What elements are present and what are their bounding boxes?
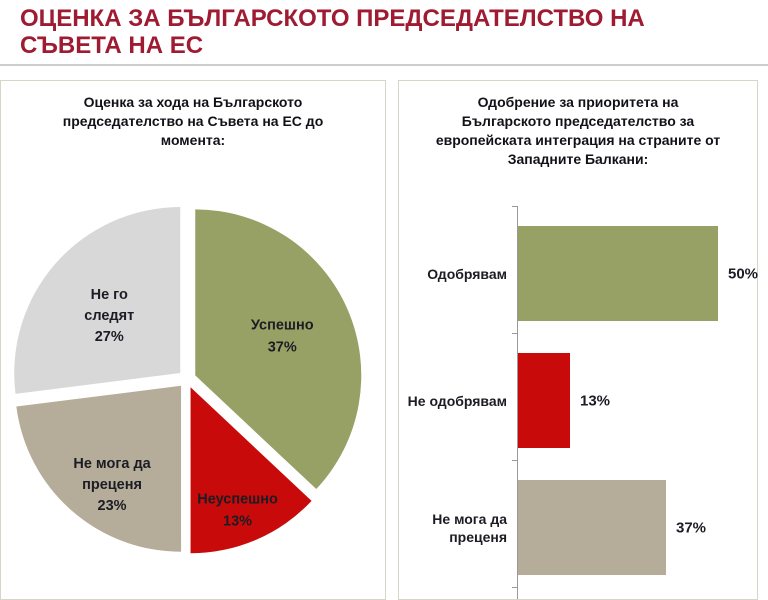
header-divider [0,64,768,66]
bar-2 [518,353,570,448]
pie-slice-label: Неуспешно [197,491,278,507]
pie-slice-label: Не го [91,287,128,303]
page-title-line-1: ОЦЕНКА ЗА БЪЛГАРСКОТО ПРЕДСЕДАТЕЛСТВО НА [20,5,645,32]
bar-chart: Одобрявам 50% Не одобрявам 13% Не мога да пре… [399,81,759,599]
pie-slice-label: преценя [82,477,142,493]
bar-chart-title: Одобрение за приоритета на Българското п… [403,93,753,169]
pie-slice-label: следят [84,308,134,324]
category-label: Не одобрявам [399,392,507,410]
axis-tick [512,460,517,461]
category-label-line: преценя [449,528,507,545]
page-title: ОЦЕНКА ЗА БЪЛГАРСКОТО ПРЕДСЕДАТЕЛСТВО НА… [20,5,760,59]
category-label-line: Одобрявам [427,265,507,282]
bar-panel: Одобрение за приоритета на Българското п… [398,80,758,600]
pie-slice-label: Не мога да [73,456,151,472]
y-axis-line [517,206,518,599]
category-label: Не мога да преценя [399,510,507,546]
pie-slice-1 [195,209,362,490]
page-title-line-2: СЪВЕТА НА ЕС [20,32,204,59]
bar-chart-title-line-4: Западните Балкани: [507,151,649,167]
pie-chart-title: Оценка за хода на Българското председате… [5,93,381,150]
pie-panel: Оценка за хода на Българското председате… [0,80,386,600]
axis-tick [512,333,517,334]
pie-slice-label: 27% [95,329,124,345]
category-label-line: Не мога да [432,510,507,527]
pie-slice-label: Успешно [251,317,314,333]
pie-chart-title-line-3: момента: [160,132,226,148]
pie-chart: Успешно 37% Неуспешно 13% Не мога да преценя 2… [14,207,362,554]
category-label: Одобрявам [399,265,507,283]
bar-1 [518,226,718,321]
bar-chart-title-line-1: Одобрение за приоритета на [477,94,679,110]
pie-chart-title-line-1: Оценка за хода на Българското [83,94,303,110]
axis-tick [512,206,517,207]
pie-slice-3 [16,385,182,552]
pie-slice-4 [14,207,181,394]
bar-chart-title-line-2: Българското председателство за [461,113,695,129]
value-label: 37% [676,519,707,536]
pie-slice-2 [190,387,312,554]
axis-tick [512,587,517,588]
value-label: 50% [728,265,759,282]
pie-slice-label: 13% [223,513,252,529]
value-label: 13% [580,392,611,409]
pie-chart-title-line-2: председателство на Съвета на ЕС до [62,113,324,129]
bar-3 [518,480,666,575]
pie-slice-label: 23% [98,498,127,514]
pie-slice-label: 37% [268,339,297,355]
category-label-line: Не одобрявам [407,392,507,409]
bar-chart-title-line-3: европейската интеграция на страните от [435,132,721,148]
